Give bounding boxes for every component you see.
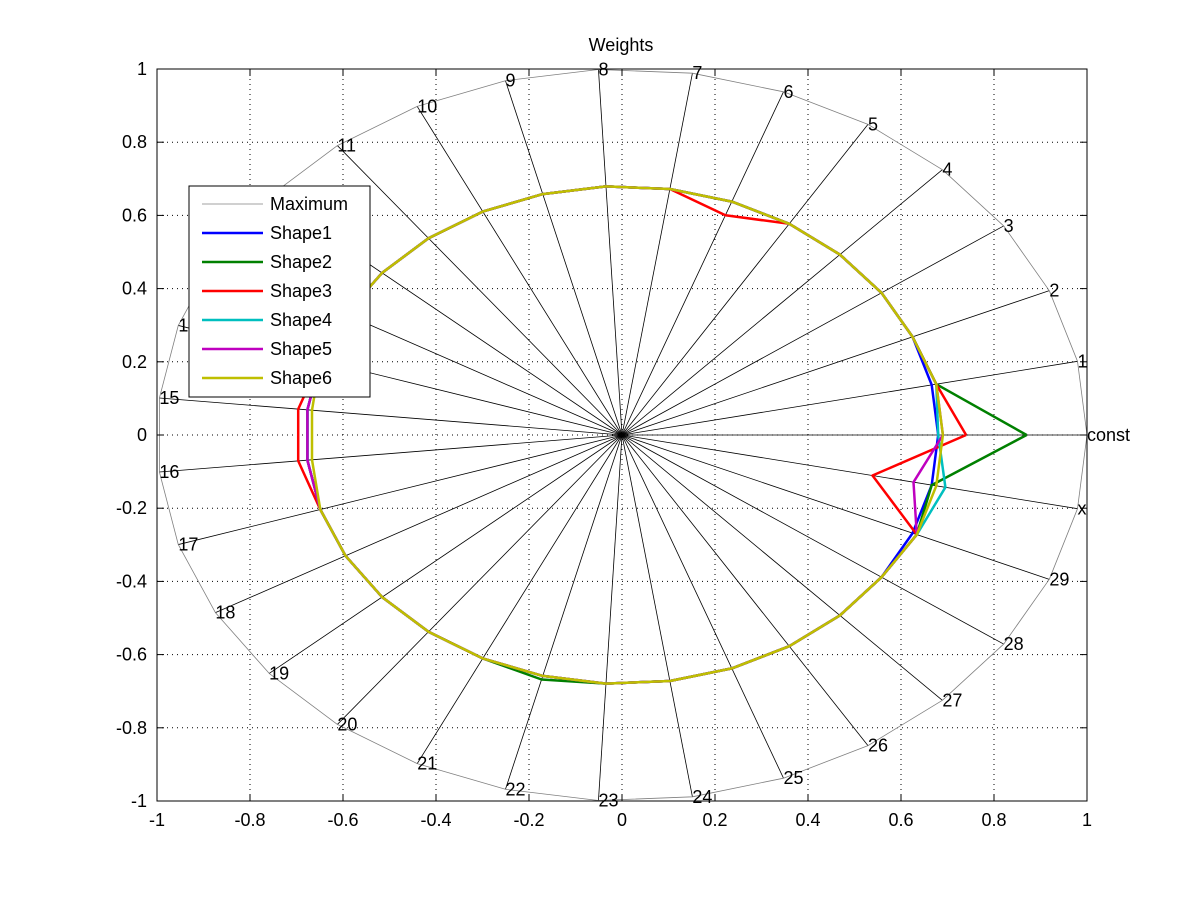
spoke-label: 17 [178, 535, 198, 555]
y-tick-label: 0.8 [122, 132, 147, 152]
spoke-line [621, 124, 869, 436]
spoke-label: 24 [692, 787, 712, 807]
x-tick-label: -0.2 [513, 810, 544, 830]
spoke-line [598, 434, 623, 801]
spoke-line [215, 434, 623, 613]
spoke-label: 20 [337, 714, 357, 734]
x-tick-label: 0.2 [702, 810, 727, 830]
legend: Maximum Shape1 Shape2 Shape3 Shape4 Shape5 Sha… [188, 185, 371, 398]
radar-spokes [159, 69, 1087, 801]
y-tick-label: 0.2 [122, 352, 147, 372]
y-tick-label: 0.4 [122, 279, 147, 299]
legend-label: Shape6 [270, 368, 332, 388]
y-tick-label: 1 [137, 59, 147, 79]
spoke-line [268, 434, 623, 674]
spoke-line [621, 225, 1004, 436]
spoke-line [505, 434, 623, 790]
spoke-line [505, 80, 623, 436]
y-tick-label: 0.6 [122, 205, 147, 225]
x-tick-label: 0.8 [981, 810, 1006, 830]
y-tick-label: -1 [131, 791, 147, 811]
spoke-line [621, 434, 1004, 645]
spoke-label: const [1087, 425, 1130, 445]
spoke-label: 29 [1049, 569, 1069, 589]
spoke-label: 25 [783, 768, 803, 788]
spoke-line [621, 434, 784, 779]
legend-label: Shape2 [270, 252, 332, 272]
spoke-label: 10 [417, 96, 437, 116]
spoke-label: 15 [159, 388, 179, 408]
spoke-label: 3 [1004, 216, 1014, 236]
spoke-label: 21 [417, 754, 437, 774]
spoke-line [621, 290, 1050, 436]
x-tick-label: -0.4 [420, 810, 451, 830]
spoke-label: 16 [159, 462, 179, 482]
spoke-label: 6 [783, 82, 793, 102]
spoke-line [159, 397, 623, 436]
x-tick-label: 1 [1082, 810, 1092, 830]
spoke-label: 9 [505, 71, 515, 91]
spoke-line [416, 434, 623, 764]
spoke-line [621, 434, 943, 701]
spoke-line [621, 434, 1050, 580]
y-tick-label: -0.4 [116, 571, 147, 591]
spoke-label: 18 [215, 603, 235, 623]
spoke-line [598, 69, 623, 436]
spoke-line [416, 106, 623, 436]
legend-label: Shape5 [270, 339, 332, 359]
legend-label: Shape4 [270, 310, 332, 330]
legend-label: Maximum [270, 194, 348, 214]
legend-label: Shape1 [270, 223, 332, 243]
spoke-label: 22 [505, 779, 525, 799]
spoke-line [621, 434, 693, 797]
y-tick-label: -0.2 [116, 498, 147, 518]
chart-title: Weights [589, 35, 654, 55]
x-tick-label: -0.8 [234, 810, 265, 830]
y-tick-label: -0.6 [116, 645, 147, 665]
spoke-label: 26 [868, 736, 888, 756]
spoke-line [621, 169, 943, 436]
spoke-line [337, 434, 623, 725]
spoke-line [621, 360, 1078, 436]
spoke-line [178, 434, 623, 545]
y-tick-label: 0 [137, 425, 147, 445]
spoke-line [159, 434, 623, 473]
x-tick-label: -1 [149, 810, 165, 830]
spoke-line [621, 434, 1078, 510]
x-tick-label: 0 [617, 810, 627, 830]
x-tick-label: 0.6 [888, 810, 913, 830]
series-line-shape6 [310, 185, 945, 685]
spoke-label: 27 [942, 690, 962, 710]
spoke-label: 4 [942, 160, 952, 180]
spoke-line [621, 91, 784, 436]
spoke-line [621, 434, 869, 746]
spoke-label: 19 [269, 663, 289, 683]
axis-ticks: -1 -0.8 -0.6 -0.4 -0.2 0 0.2 0.4 0.6 0.8 1 -1 -0.8 -0… [116, 59, 1092, 830]
x-tick-label: 0.4 [795, 810, 820, 830]
spoke-label: 7 [692, 63, 702, 83]
series-lines [158, 69, 1088, 801]
y-tick-label: -0.8 [116, 718, 147, 738]
spoke-label: 2 [1049, 281, 1059, 301]
spoke-label: 11 [337, 136, 356, 156]
spoke-label: 5 [868, 114, 878, 134]
spoke-label: 28 [1004, 634, 1024, 654]
spoke-line [337, 145, 623, 436]
spoke-line [621, 73, 693, 436]
legend-label: Shape3 [270, 281, 332, 301]
x-tick-label: -0.6 [327, 810, 358, 830]
